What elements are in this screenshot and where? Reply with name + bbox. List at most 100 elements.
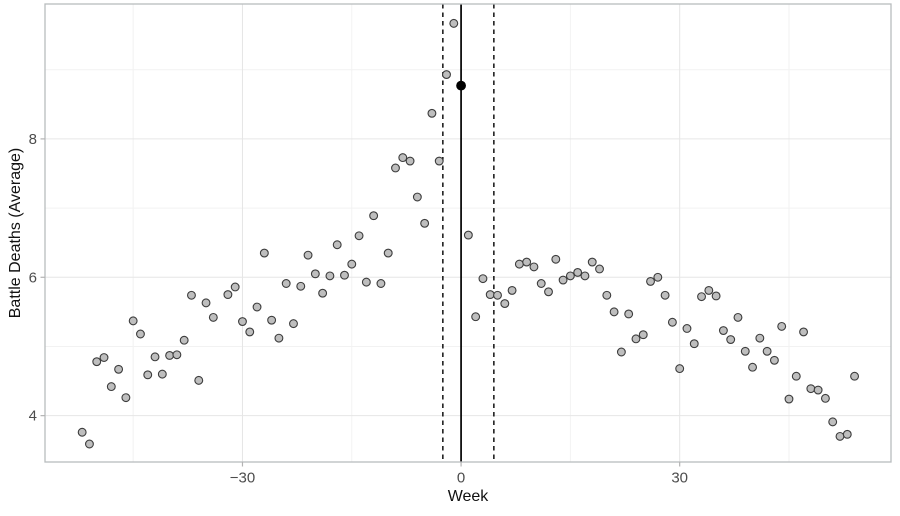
data-point (551, 254, 561, 264)
data-point (478, 274, 488, 284)
data-point (667, 317, 677, 327)
data-point (697, 292, 706, 302)
data-point (420, 218, 430, 228)
x-tick-label: 30 (671, 470, 688, 487)
data-point (733, 312, 743, 322)
data-point (332, 240, 342, 250)
data-point (471, 312, 481, 322)
data-point (514, 259, 524, 269)
data-point (172, 350, 182, 360)
data-point (558, 275, 568, 285)
data-point (347, 259, 357, 269)
data-point (769, 355, 779, 365)
data-point (325, 271, 335, 281)
data-point (631, 334, 641, 344)
data-point (259, 248, 269, 258)
data-point (427, 108, 437, 118)
data-point (84, 439, 94, 449)
data-point (726, 335, 736, 344)
data-point (718, 326, 728, 335)
data-point (573, 267, 583, 277)
y-tick-label: 8 (29, 131, 37, 148)
data-point (777, 321, 787, 331)
reference-lines (442, 4, 495, 462)
data-point (820, 393, 830, 403)
y-tick-label: 4 (29, 408, 37, 425)
data-point (369, 211, 379, 221)
data-point (354, 231, 364, 241)
axis-ticks (40, 138, 681, 467)
data-point (704, 285, 714, 295)
data-point (165, 351, 175, 360)
data-point (296, 281, 306, 291)
data-point (223, 290, 233, 300)
data-point (340, 270, 349, 280)
data-point (624, 309, 634, 319)
data-point (274, 333, 284, 343)
data-point (121, 393, 131, 403)
data-point (238, 317, 247, 327)
data-point (114, 364, 124, 374)
y-tick-label: 6 (29, 269, 37, 286)
x-tick-label: 0 (457, 470, 465, 487)
data-point (245, 327, 255, 337)
data-point (748, 362, 758, 372)
data-point (143, 370, 153, 380)
data-point (638, 330, 648, 340)
data-point (799, 327, 809, 337)
data-point (157, 369, 167, 379)
data-point (660, 290, 670, 300)
data-point (602, 290, 612, 300)
data-point (813, 385, 823, 395)
data-point (653, 272, 663, 282)
data-point (850, 371, 860, 381)
data-point (383, 248, 393, 258)
data-point (493, 290, 502, 300)
data-point (376, 279, 386, 288)
x-tick-label: −30 (230, 470, 255, 487)
data-point (522, 257, 532, 267)
data-point (536, 279, 546, 288)
data-point (587, 257, 597, 267)
data-point (303, 250, 313, 260)
data-point (289, 319, 298, 329)
data-point (828, 417, 838, 427)
data-point (507, 285, 517, 295)
data-point (405, 156, 415, 166)
data-point (267, 315, 277, 325)
axis-tick-labels: −30 0 30 4 6 8 (29, 131, 688, 487)
data-point (500, 299, 510, 309)
data-point (463, 230, 473, 240)
data-point (806, 384, 816, 394)
data-point (318, 288, 328, 298)
data-point (99, 353, 109, 362)
x-axis-title: Week (448, 488, 490, 505)
data-point (230, 282, 240, 292)
data-point (77, 427, 87, 437)
minor-gridlines (45, 4, 891, 462)
data-point (179, 335, 189, 345)
data-point (361, 277, 371, 287)
data-point (201, 298, 211, 308)
data-point (150, 352, 160, 362)
data-point (92, 357, 102, 367)
data-point (281, 279, 291, 288)
data-point (682, 324, 692, 333)
panel-border (44, 3, 892, 463)
data-point (398, 153, 408, 163)
data-point (391, 163, 400, 173)
data-point (784, 394, 794, 404)
data-point (580, 271, 590, 281)
data-point (609, 307, 619, 317)
data-point (128, 316, 138, 326)
data-point (689, 339, 699, 349)
data-point (485, 290, 495, 300)
data-point (565, 271, 575, 281)
data-point (529, 262, 539, 272)
data-point (412, 192, 422, 202)
data-point (711, 291, 721, 301)
data-point (194, 375, 204, 385)
